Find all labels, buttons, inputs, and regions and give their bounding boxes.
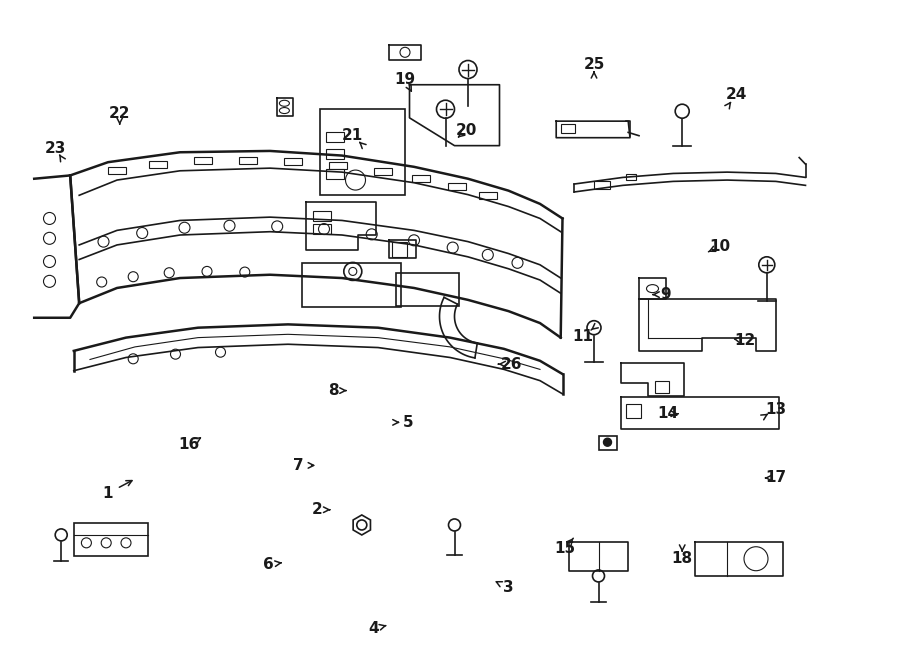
Text: 16: 16 <box>178 438 200 452</box>
Bar <box>626 174 635 180</box>
Bar <box>328 162 346 169</box>
Text: 22: 22 <box>109 107 130 121</box>
Text: 24: 24 <box>725 87 747 102</box>
Text: 11: 11 <box>572 329 594 344</box>
Text: 10: 10 <box>709 239 731 254</box>
Text: 8: 8 <box>328 383 338 398</box>
Bar <box>313 224 331 234</box>
Bar <box>320 109 405 195</box>
Text: 9: 9 <box>661 287 671 302</box>
Text: 13: 13 <box>765 402 787 416</box>
Bar <box>148 161 166 167</box>
Text: 19: 19 <box>394 72 416 87</box>
Bar <box>326 149 344 159</box>
Bar <box>194 158 212 164</box>
Bar <box>313 211 331 220</box>
Text: 3: 3 <box>503 581 514 595</box>
Text: 2: 2 <box>311 502 322 517</box>
Text: 1: 1 <box>103 486 113 500</box>
Bar <box>392 242 407 257</box>
Bar <box>561 124 575 134</box>
Bar <box>448 183 466 190</box>
Text: 18: 18 <box>671 551 693 565</box>
Bar <box>326 132 344 142</box>
Text: 26: 26 <box>500 357 522 371</box>
Bar <box>284 158 302 165</box>
Text: 15: 15 <box>554 541 576 555</box>
Bar <box>479 192 497 199</box>
Text: 12: 12 <box>734 334 756 348</box>
Bar <box>626 404 641 418</box>
Bar <box>74 523 148 556</box>
Bar <box>108 167 126 173</box>
Bar <box>655 381 670 393</box>
Text: 4: 4 <box>368 622 379 636</box>
Text: 5: 5 <box>402 415 413 430</box>
Text: 6: 6 <box>263 557 274 572</box>
Text: 25: 25 <box>583 58 605 72</box>
Bar <box>326 169 344 179</box>
Text: 14: 14 <box>657 406 679 421</box>
Circle shape <box>604 438 611 446</box>
Bar <box>374 168 392 175</box>
Text: 23: 23 <box>45 142 67 156</box>
Text: 17: 17 <box>765 471 787 485</box>
Bar <box>238 157 256 164</box>
Bar <box>302 263 400 307</box>
Bar <box>396 273 459 306</box>
Text: 21: 21 <box>342 128 364 143</box>
Text: 20: 20 <box>455 123 477 138</box>
Bar <box>412 175 430 182</box>
Bar <box>594 181 610 189</box>
Bar <box>598 436 616 449</box>
Text: 7: 7 <box>293 458 304 473</box>
